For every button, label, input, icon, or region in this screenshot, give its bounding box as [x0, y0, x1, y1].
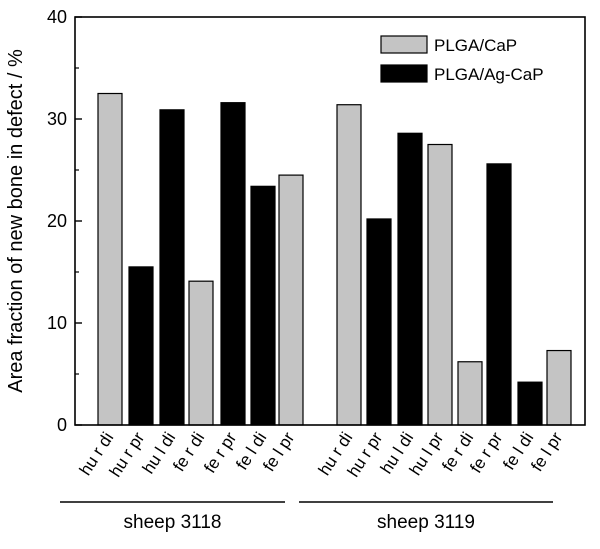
- legend-label: PLGA/CaP: [434, 36, 517, 55]
- category-label: fe r pr: [200, 429, 240, 477]
- legend-swatch: [380, 35, 428, 54]
- bar-1-fe-r-pr: [220, 102, 246, 426]
- y-tick-label: 0: [57, 415, 67, 435]
- category-label: fe l pr: [527, 429, 566, 475]
- bar-2-fe-r-di: [457, 361, 483, 426]
- bar-2-fe-r-pr: [486, 163, 512, 426]
- y-axis-title: Area fraction of new bone in defect / %: [5, 49, 27, 393]
- bar-1-fe-l-pr: [278, 174, 304, 426]
- legend-swatch: [380, 64, 428, 83]
- bar-2-hu-r-di: [336, 104, 362, 426]
- bar-1-hu-r-pr: [128, 266, 154, 426]
- y-tick-label: 40: [47, 7, 67, 27]
- group-label: sheep 3118: [124, 512, 222, 533]
- bar-2-fe-l-di: [517, 381, 543, 426]
- bar-2-hu-r-pr: [366, 218, 392, 426]
- bar-1-hu-r-di: [97, 92, 123, 426]
- bar-1-hu-l-di: [159, 109, 185, 426]
- category-label: fe l pr: [259, 429, 298, 475]
- legend-label: PLGA/Ag-CaP: [434, 65, 544, 84]
- bar-2-hu-l-pr: [427, 143, 453, 426]
- category-label: hu l di: [139, 429, 180, 477]
- bar-2-hu-l-di: [397, 132, 423, 426]
- category-label: fe r pr: [466, 429, 506, 477]
- y-tick-label: 30: [47, 109, 67, 129]
- bar-1-fe-r-di: [188, 280, 214, 426]
- y-tick-label: 10: [47, 313, 67, 333]
- group-label: sheep 3119: [377, 512, 475, 533]
- bar-1-fe-l-di: [250, 185, 276, 426]
- y-tick-label: 20: [47, 211, 67, 231]
- bar-2-fe-l-pr: [546, 349, 572, 426]
